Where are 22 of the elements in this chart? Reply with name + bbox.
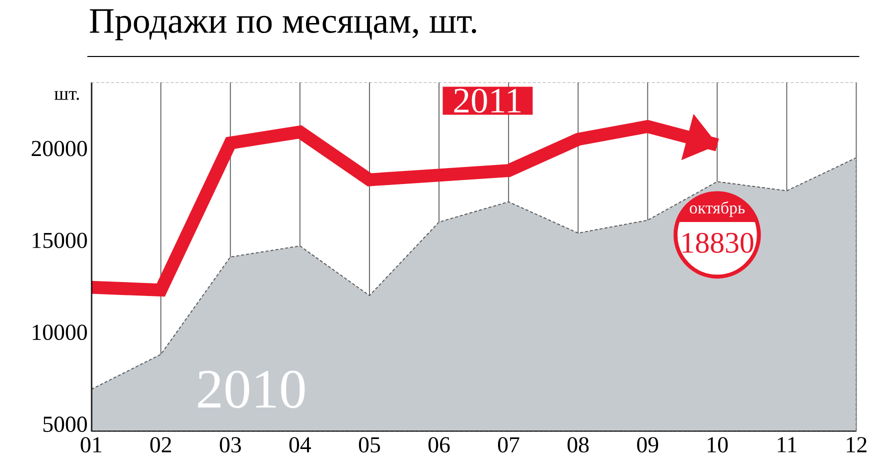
x-tick-label: 07 bbox=[498, 436, 520, 452]
x-tick-label: 10 bbox=[708, 436, 728, 452]
y-tick-label: 10000 bbox=[32, 324, 87, 340]
x-tick-label: 01 bbox=[80, 436, 102, 452]
series-label: 2010 bbox=[198, 370, 305, 408]
annotation: октябрь bbox=[690, 201, 745, 217]
y-tick-label: 5000 bbox=[43, 416, 87, 432]
x-tick-label: 08 bbox=[568, 436, 589, 452]
chart-title: Продажи по месяцам, шт. bbox=[90, 9, 476, 40]
x-tick-label: 11 bbox=[778, 436, 796, 452]
x-tick-label: 09 bbox=[637, 436, 658, 452]
y-tick-label: 20000 bbox=[32, 140, 87, 156]
x-tick-label: 02 bbox=[150, 436, 171, 452]
x-tick-label: 12 bbox=[846, 436, 866, 452]
x-tick-label: 04 bbox=[289, 436, 311, 452]
y-tick-label: 15000 bbox=[32, 232, 87, 248]
annotation: 18830 bbox=[682, 232, 754, 253]
x-tick-label: 06 bbox=[428, 436, 450, 452]
x-tick-label: 03 bbox=[220, 436, 241, 452]
y-axis-title: шт. bbox=[54, 90, 79, 100]
series-label: 2011 bbox=[454, 88, 521, 113]
x-tick-label: 05 bbox=[358, 436, 380, 452]
